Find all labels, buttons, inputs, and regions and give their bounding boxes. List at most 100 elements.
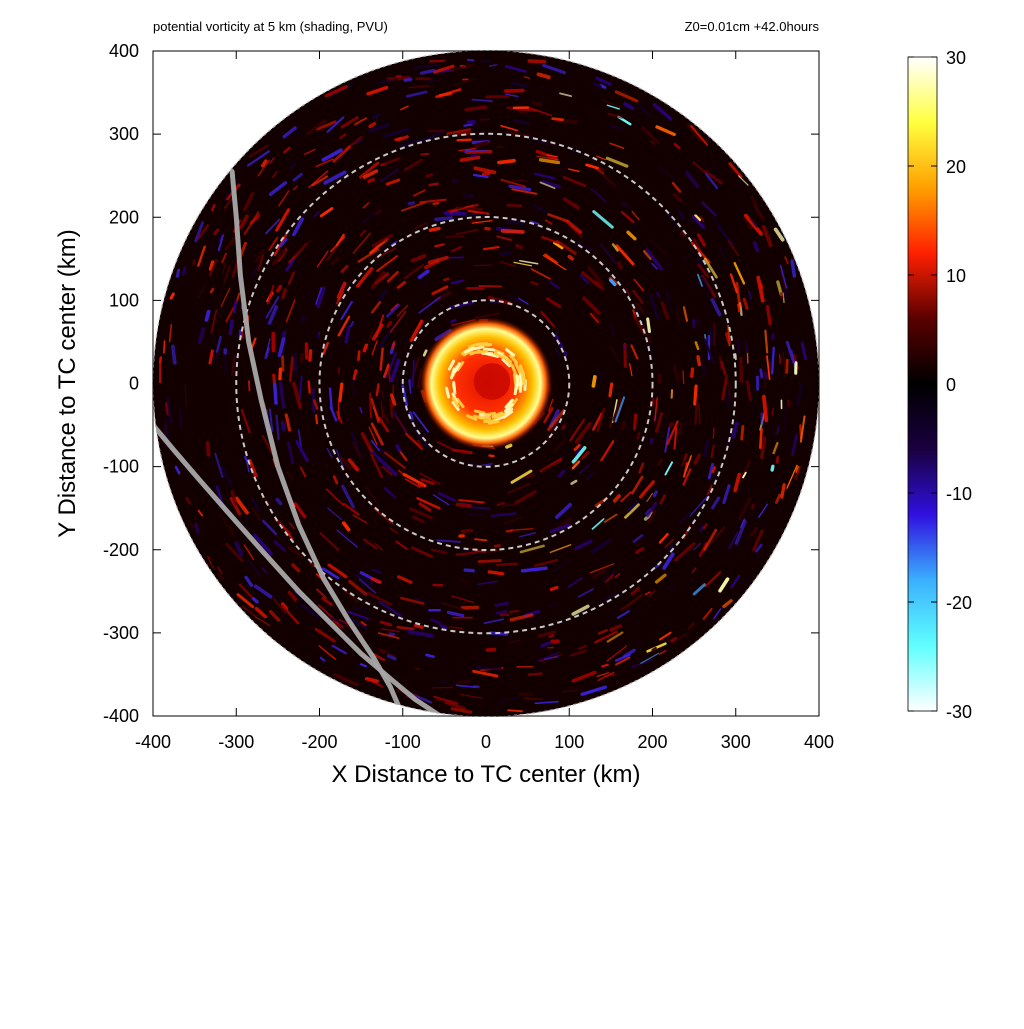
pv-filament [362,343,369,353]
eyewall-filament [476,341,489,346]
pv-filament [370,453,383,478]
pv-filament [337,367,340,374]
colorbar-tick-label: -20 [946,593,972,613]
pv-filament [547,409,566,431]
pv-filament [372,652,386,662]
pv-filament [589,312,600,324]
pv-filament [377,632,400,640]
pv-filament [543,407,554,424]
pv-filament [542,254,567,271]
pv-filament [353,605,368,614]
pv-filament [247,380,251,392]
pv-filament [614,396,626,423]
pv-filament [432,201,440,205]
pv-filament [457,680,471,684]
pv-filament [229,524,234,532]
pv-filament [590,539,612,554]
pv-filament [321,148,343,162]
pv-filament [761,225,773,248]
pv-filament [546,154,558,158]
pv-filament [234,541,244,557]
pv-filament [694,341,700,351]
pv-filament [445,235,465,238]
pv-filament [685,171,700,189]
eyewall-filament [456,397,465,409]
pv-filament [673,142,681,150]
pv-filament [759,368,764,379]
pv-filament [433,695,459,705]
pv-filament [386,320,393,328]
eyewall-filament [514,361,522,374]
pv-filament [574,422,592,444]
pv-filament [355,573,374,586]
pv-filament [589,563,615,574]
pv-filament [541,236,561,245]
pv-filament [390,358,401,383]
pv-filament [740,425,745,441]
pv-filament [463,123,473,127]
pv-filament [624,503,640,519]
pv-filament [500,229,525,234]
pv-filament [250,264,259,279]
pv-filament [548,398,554,413]
pv-filament [432,64,455,74]
pv-filament [485,647,497,652]
pv-filament [524,472,536,479]
pv-filament [383,364,390,379]
pv-filament [646,492,654,503]
pv-filament [547,213,569,223]
pv-filament [519,259,539,265]
y-tick-label: 200 [109,207,139,227]
pv-filament [499,613,510,617]
pv-filament [306,119,327,136]
pv-filament [338,382,344,403]
y-tick-label: 100 [109,290,139,310]
pv-filament [427,129,446,133]
x-axis-ticks: -400 -300 -200 -100 0 100 200 300 400 [135,51,834,752]
pv-filament [495,562,519,567]
pv-filament [337,315,351,337]
pv-filament [559,92,573,97]
pv-filament [300,315,306,323]
pv-filament [511,188,538,195]
pv-filament [284,413,292,432]
pv-filament [380,401,384,419]
pv-filament [557,469,566,478]
eyewall-filament [493,352,505,359]
pv-filament [328,387,333,411]
pv-filament [352,369,358,381]
pv-filament [518,532,536,538]
pv-filament [257,254,265,272]
pv-filament [400,201,426,212]
pv-filament [601,663,609,668]
pv-filament [471,98,493,103]
pv-filament [413,597,430,604]
pv-filament [371,233,393,248]
pv-filament [248,144,269,158]
pv-filament [515,243,523,250]
pv-filament [711,496,721,510]
pv-filament [340,586,359,603]
x-tick-label: -200 [301,732,337,752]
pv-filament [605,156,629,168]
pv-filament [670,636,678,643]
pv-filament [462,213,487,217]
pv-filament [746,349,749,364]
pv-filament [569,225,583,238]
pv-filament [278,190,290,207]
pv-filament [679,511,690,524]
pv-filament [243,211,260,235]
pv-filament [285,259,295,272]
y-axis-label: Y Distance to TC center (km) [54,229,81,538]
pv-filament [410,378,413,398]
pv-filament [360,432,374,453]
y-tick-label: 0 [129,374,139,394]
pv-filament [745,380,752,401]
eyewall-filament [473,409,486,415]
pv-filament [731,421,739,439]
pv-filament [288,356,294,382]
pv-filament [462,193,475,198]
pv-filament [460,528,474,533]
eyewall-filament [466,414,478,421]
pv-filament [355,267,374,288]
